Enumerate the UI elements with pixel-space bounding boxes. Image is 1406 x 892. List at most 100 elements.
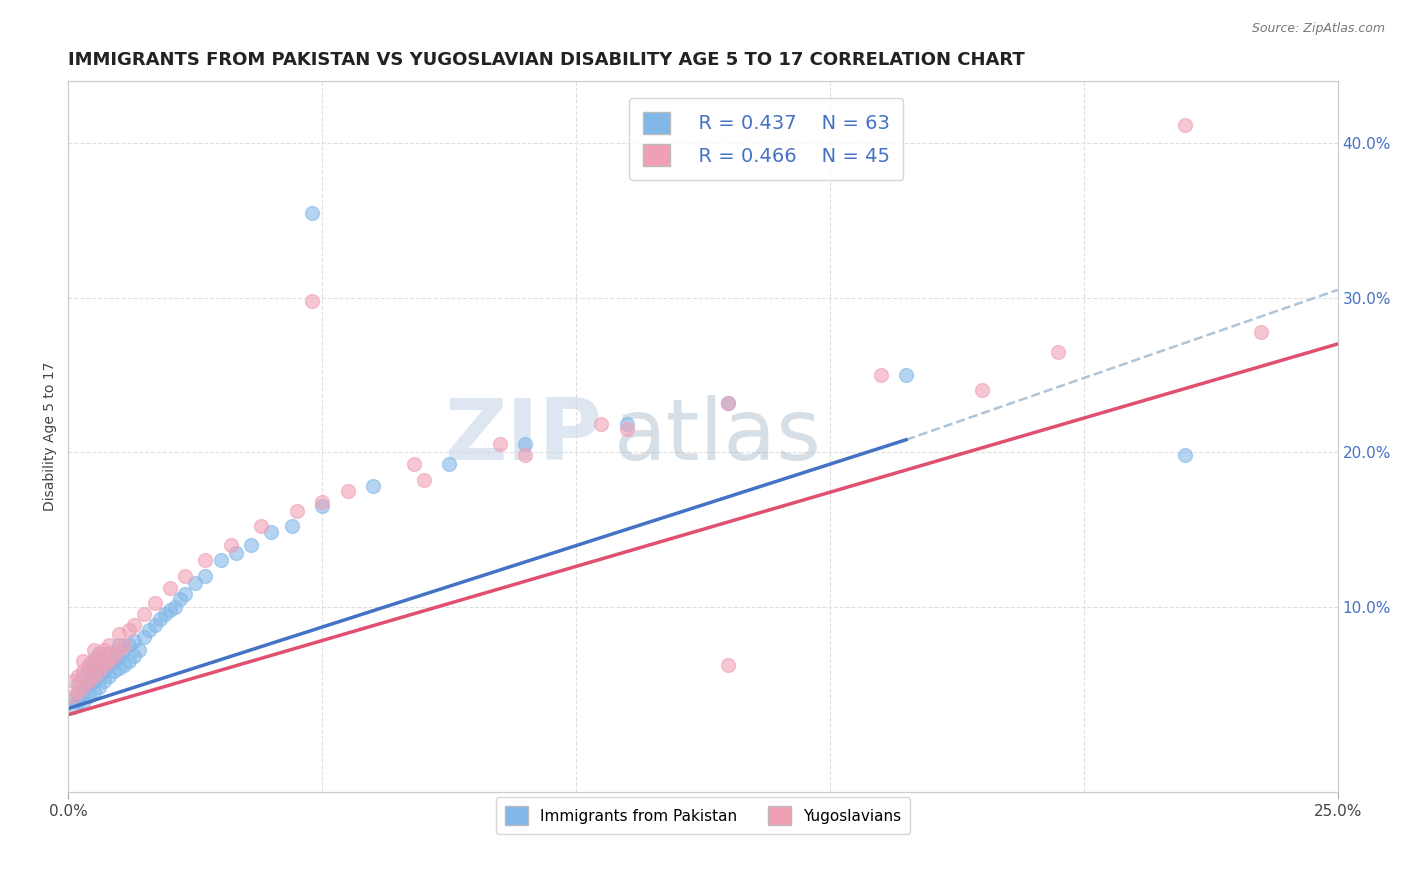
Point: [437, 458, 460, 472]
Point: [118, 654, 141, 668]
Point: [93, 665, 115, 679]
Point: [67, 684, 90, 698]
Point: [97, 646, 120, 660]
Point: [143, 618, 166, 632]
Point: [128, 643, 150, 657]
Point: [515, 437, 537, 451]
Point: [972, 384, 994, 398]
Point: [83, 669, 105, 683]
Point: [412, 473, 434, 487]
Point: [72, 665, 94, 679]
Point: [616, 417, 638, 432]
Point: [93, 673, 115, 688]
Point: [72, 686, 94, 700]
Point: [1174, 448, 1197, 462]
Point: [122, 648, 145, 663]
Legend: Immigrants from Pakistan, Yugoslavians: Immigrants from Pakistan, Yugoslavians: [496, 797, 910, 834]
Text: ZIP: ZIP: [444, 395, 602, 478]
Point: [83, 643, 105, 657]
Point: [717, 658, 740, 673]
Point: [97, 638, 120, 652]
Point: [67, 677, 90, 691]
Text: atlas: atlas: [614, 395, 823, 478]
Point: [77, 689, 100, 703]
Point: [1174, 118, 1197, 132]
Point: [93, 654, 115, 668]
Point: [159, 602, 181, 616]
Point: [72, 654, 94, 668]
Point: [112, 643, 135, 657]
Point: [209, 553, 232, 567]
Point: [103, 665, 125, 679]
Point: [72, 680, 94, 694]
Point: [67, 689, 90, 703]
Point: [163, 599, 186, 614]
Point: [87, 665, 110, 679]
Point: [93, 658, 115, 673]
Point: [717, 395, 740, 409]
Point: [869, 368, 891, 382]
Point: [72, 680, 94, 694]
Point: [184, 576, 207, 591]
Point: [93, 643, 115, 657]
Point: [108, 643, 131, 657]
Point: [717, 395, 740, 409]
Point: [77, 665, 100, 679]
Point: [402, 458, 425, 472]
Point: [83, 661, 105, 675]
Point: [108, 648, 131, 663]
Point: [143, 597, 166, 611]
Point: [159, 581, 181, 595]
Point: [103, 654, 125, 668]
Point: [108, 638, 131, 652]
Point: [83, 654, 105, 668]
Point: [97, 654, 120, 668]
Point: [361, 479, 384, 493]
Point: [336, 483, 359, 498]
Point: [138, 623, 160, 637]
Point: [83, 673, 105, 688]
Point: [134, 607, 156, 622]
Point: [311, 494, 333, 508]
Point: [62, 692, 84, 706]
Point: [72, 695, 94, 709]
Point: [280, 519, 302, 533]
Point: [169, 591, 191, 606]
Point: [149, 612, 172, 626]
Point: [174, 568, 197, 582]
Point: [311, 499, 333, 513]
Point: [122, 633, 145, 648]
Point: [103, 648, 125, 663]
Point: [62, 673, 84, 688]
Point: [591, 417, 613, 432]
Point: [134, 631, 156, 645]
Point: [77, 658, 100, 673]
Text: IMMIGRANTS FROM PAKISTAN VS YUGOSLAVIAN DISABILITY AGE 5 TO 17 CORRELATION CHART: IMMIGRANTS FROM PAKISTAN VS YUGOSLAVIAN …: [69, 51, 1025, 69]
Point: [87, 669, 110, 683]
Point: [122, 618, 145, 632]
Point: [83, 652, 105, 666]
Point: [118, 638, 141, 652]
Point: [1047, 344, 1070, 359]
Point: [194, 568, 217, 582]
Point: [72, 669, 94, 683]
Point: [488, 437, 510, 451]
Y-axis label: Disability Age 5 to 17: Disability Age 5 to 17: [44, 362, 58, 511]
Point: [77, 658, 100, 673]
Point: [1250, 325, 1272, 339]
Point: [97, 658, 120, 673]
Point: [108, 627, 131, 641]
Point: [67, 669, 90, 683]
Point: [301, 293, 323, 308]
Point: [616, 422, 638, 436]
Point: [219, 538, 242, 552]
Point: [174, 587, 197, 601]
Point: [97, 669, 120, 683]
Text: Source: ZipAtlas.com: Source: ZipAtlas.com: [1251, 22, 1385, 36]
Point: [285, 504, 308, 518]
Point: [83, 684, 105, 698]
Point: [67, 695, 90, 709]
Point: [62, 700, 84, 714]
Point: [112, 658, 135, 673]
Point: [250, 519, 273, 533]
